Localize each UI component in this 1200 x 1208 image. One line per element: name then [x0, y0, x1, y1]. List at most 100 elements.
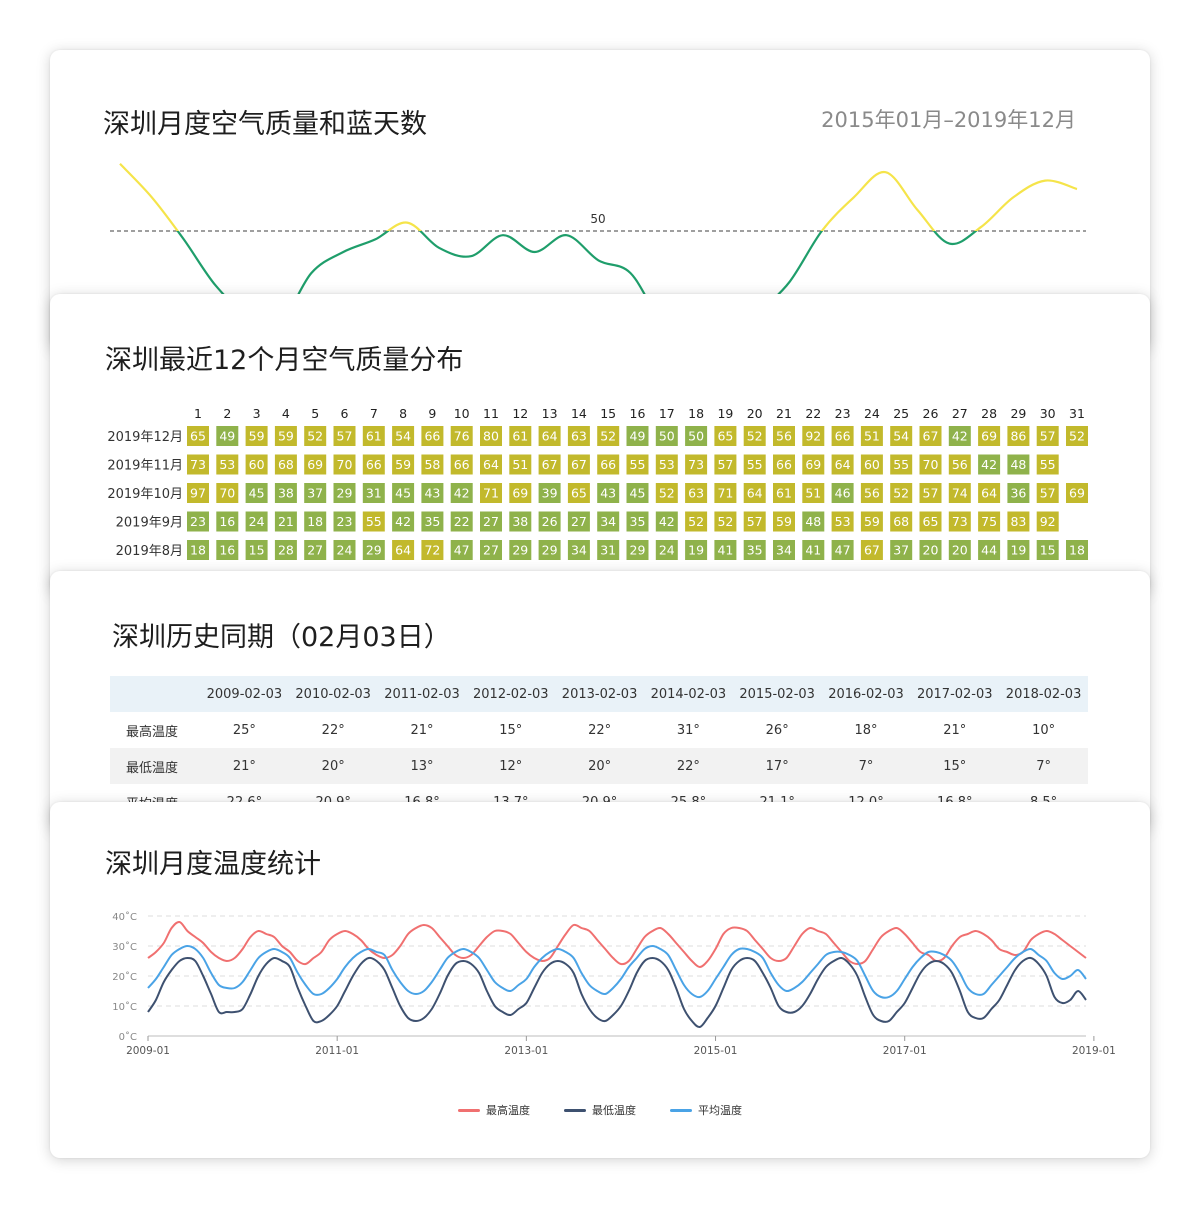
heatmap-cell-value: 61 — [366, 429, 382, 444]
heatmap-cell-value: 57 — [923, 486, 939, 501]
table-cell: 21° — [200, 748, 289, 784]
heatmap-cell-value: 45 — [630, 486, 646, 501]
heatmap-cell-value: 53 — [219, 457, 235, 472]
heatmap-cell — [919, 540, 942, 560]
heatmap-cell-value: 56 — [776, 429, 792, 444]
table-cell: 21° — [410, 722, 434, 738]
table-cell: 7° — [999, 748, 1088, 784]
heatmap-cell — [480, 511, 502, 532]
heatmap-col-label: 4 — [282, 406, 290, 421]
heatmap-cell-value: 74 — [952, 486, 968, 501]
heatmap-cell — [685, 540, 708, 560]
heatmap-cell-value: 92 — [805, 429, 821, 444]
heatmap-cell-value: 60 — [249, 457, 265, 472]
heatmap-cell-value: 20 — [952, 543, 968, 558]
heatmap-col-label: 14 — [571, 406, 587, 421]
heatmap-cell-value: 34 — [600, 514, 616, 529]
heatmap-cell-value: 41 — [717, 543, 733, 558]
heatmap-cell-value: 65 — [571, 486, 587, 501]
table-cell: 10° — [1032, 722, 1056, 738]
aqi-series-line-good — [176, 231, 978, 310]
heatmap-cell — [1036, 511, 1059, 532]
heatmap-cell — [978, 483, 1001, 503]
heatmap-cell-value: 57 — [1040, 429, 1056, 444]
table-cell: 7° — [821, 748, 911, 784]
heatmap-cell — [860, 511, 883, 532]
heatmap-cell-value: 23 — [190, 514, 206, 529]
temp-x-tick: 2013-01 — [504, 1045, 548, 1057]
heatmap-cell — [919, 454, 942, 475]
heatmap-cell — [187, 454, 209, 475]
heatmap-cell — [450, 511, 473, 532]
aqi-point — [948, 242, 950, 244]
heatmap-cell — [450, 426, 473, 446]
heatmap-cell — [773, 454, 795, 475]
aqi-monthly-title: 深圳月度空气质量和蓝天数 — [103, 109, 427, 140]
heatmap-cell — [333, 426, 356, 446]
history-col-header: 2013-02-03 — [555, 676, 644, 712]
temperature-title: 深圳月度温度统计 — [105, 849, 321, 880]
legend-item-max[interactable]: 最高温度 — [458, 1102, 530, 1118]
heatmap-cell — [421, 511, 444, 532]
heatmap-cell — [597, 454, 620, 475]
aqi-point — [821, 230, 823, 232]
heatmap-row-label: 2019年10月 — [107, 487, 183, 502]
heatmap-cell-value: 52 — [307, 429, 323, 444]
heatmap-col-label: 7 — [370, 406, 378, 421]
heatmap-cell — [1007, 454, 1030, 475]
heatmap-cell-value: 63 — [571, 429, 587, 444]
heatmap-cell-value: 28 — [278, 543, 294, 558]
heatmap-cell — [1007, 483, 1030, 503]
legend-item-min[interactable]: 最低温度 — [564, 1102, 636, 1118]
heatmap-cell — [655, 483, 678, 503]
heatmap-cell-value: 27 — [483, 514, 499, 529]
legend-label: 平均温度 — [698, 1104, 742, 1117]
heatmap-cell-value: 42 — [454, 486, 470, 501]
heatmap-cell-value: 50 — [659, 429, 675, 444]
heatmap-cell — [304, 426, 327, 446]
table-cell: 25° — [232, 722, 256, 738]
heatmap-cell-value: 64 — [483, 457, 499, 472]
history-col-header: 2017-02-03 — [910, 676, 1000, 712]
heatmap-cell-value: 48 — [1010, 457, 1026, 472]
heatmap-cell — [860, 454, 883, 475]
heatmap-cell-value: 44 — [981, 543, 997, 558]
legend-label: 最低温度 — [592, 1104, 636, 1117]
row-label-max: 最高温度 — [126, 724, 179, 740]
heatmap-cell — [1036, 483, 1059, 503]
history-table: 2009-02-03 2010-02-03 2011-02-03 2012-02… — [110, 676, 1088, 820]
aqi-point — [151, 196, 153, 198]
heatmap-cell — [216, 511, 239, 532]
aqi-point — [1076, 188, 1078, 190]
heatmap-cell-value: 45 — [249, 486, 265, 501]
heatmap-cell-value: 45 — [395, 486, 411, 501]
heatmap-cell — [890, 483, 913, 503]
heatmap-cell-value: 50 — [688, 429, 704, 444]
heatmap-cell — [362, 426, 385, 446]
heatmap-col-label: 12 — [512, 406, 528, 421]
heatmap-cell-value: 52 — [659, 486, 675, 501]
heatmap-cell — [743, 454, 766, 475]
heatmap-cell — [831, 483, 854, 503]
heatmap-cell-value: 92 — [1040, 514, 1056, 529]
heatmap-cell — [802, 454, 825, 475]
heatmap-row-label: 2019年11月 — [107, 459, 183, 474]
heatmap-cell-value: 31 — [600, 543, 616, 558]
heatmap-cell-value: 75 — [981, 514, 997, 529]
legend-item-avg[interactable]: 平均温度 — [670, 1102, 742, 1118]
heatmap-cell — [626, 454, 649, 475]
heatmap-cell — [304, 454, 327, 475]
heatmap-cell-value: 56 — [952, 457, 968, 472]
heatmap-cell-value: 67 — [542, 457, 558, 472]
heatmap-cell — [480, 540, 502, 560]
heatmap-cell — [480, 426, 502, 446]
heatmap-cell — [1036, 426, 1059, 446]
table-cell: 15° — [499, 722, 523, 738]
heatmap-cell-value: 71 — [717, 486, 733, 501]
aqi-point — [374, 238, 376, 240]
heatmap-cell-value: 70 — [923, 457, 939, 472]
table-cell: 13° — [377, 748, 467, 784]
heatmap-cell-value: 55 — [893, 457, 909, 472]
heatmap-cell — [567, 540, 590, 560]
legend-swatch-avg — [670, 1108, 692, 1112]
